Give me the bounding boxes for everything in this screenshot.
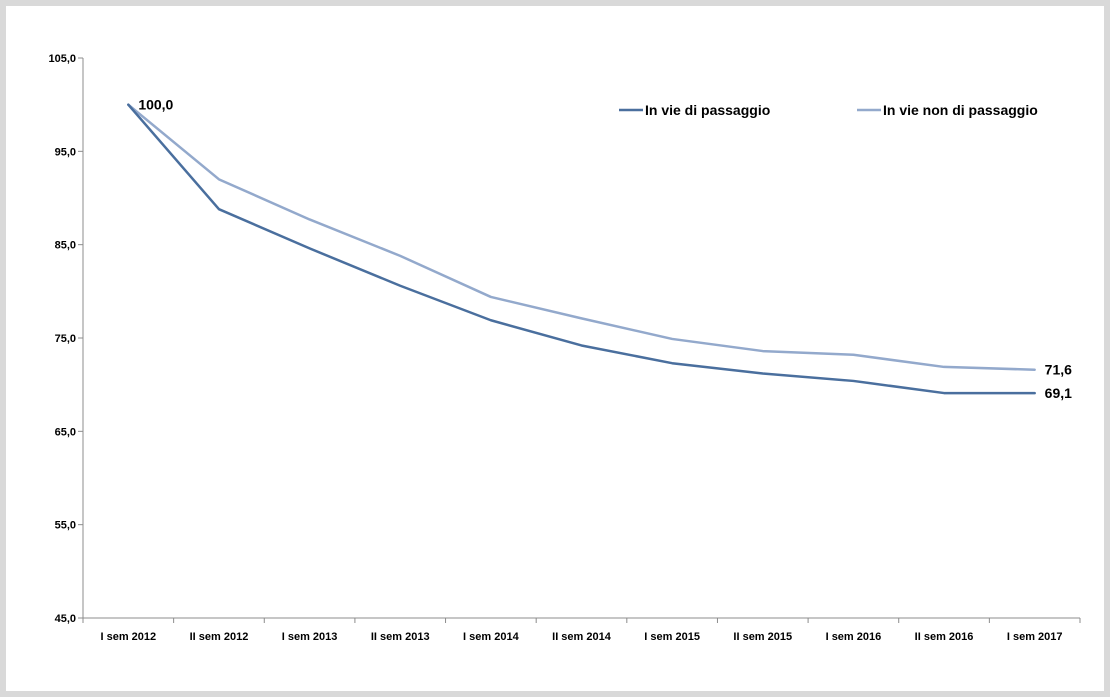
chart-frame: 105,0 95,0 85,0 75,0 65,0 55,0 45,0 I sem 2012… <box>6 6 1104 691</box>
series-line-0 <box>127 103 1036 395</box>
x-tick-label: I sem 2012 <box>100 631 156 643</box>
legend-label-1: In vie non di passaggio <box>883 102 1038 118</box>
x-axis: I sem 2012 II sem 2012 I sem 2013 II sem 20… <box>82 617 1081 643</box>
y-axis: 105,0 95,0 85,0 75,0 65,0 55,0 45,0 <box>48 53 84 625</box>
series-line-1 <box>127 103 1036 371</box>
data-label: 71,6 <box>1045 362 1072 378</box>
y-tick-label: 45,0 <box>55 613 76 625</box>
y-tick-label: 85,0 <box>55 240 76 252</box>
data-label: 100,0 <box>138 97 173 113</box>
legend-label-0: In vie di passaggio <box>645 102 770 118</box>
y-tick-label: 95,0 <box>55 146 76 158</box>
x-tick-label: I sem 2017 <box>1007 631 1063 643</box>
x-tick-label: II sem 2015 <box>733 631 792 643</box>
legend: In vie di passaggio In vie non di passagg… <box>619 102 1038 118</box>
line-chart: 105,0 95,0 85,0 75,0 65,0 55,0 45,0 I sem 2012… <box>48 53 1081 643</box>
y-tick-label: 105,0 <box>48 53 76 65</box>
y-tick-label: 65,0 <box>55 426 76 438</box>
x-tick-label: I sem 2013 <box>282 631 338 643</box>
data-labels: 100,0 69,1 71,6 <box>138 97 1072 401</box>
x-tick-label: I sem 2015 <box>644 631 700 643</box>
x-tick-label: I sem 2014 <box>463 631 520 643</box>
x-tick-label: II sem 2013 <box>371 631 430 643</box>
y-tick-label: 55,0 <box>55 520 76 532</box>
y-tick-label: 75,0 <box>55 333 76 345</box>
x-tick-label: II sem 2012 <box>190 631 249 643</box>
series-layer <box>127 103 1036 395</box>
x-tick-label: II sem 2016 <box>915 631 974 643</box>
x-tick-label: I sem 2016 <box>826 631 882 643</box>
data-label: 69,1 <box>1045 385 1072 401</box>
x-tick-label: II sem 2014 <box>552 631 612 643</box>
